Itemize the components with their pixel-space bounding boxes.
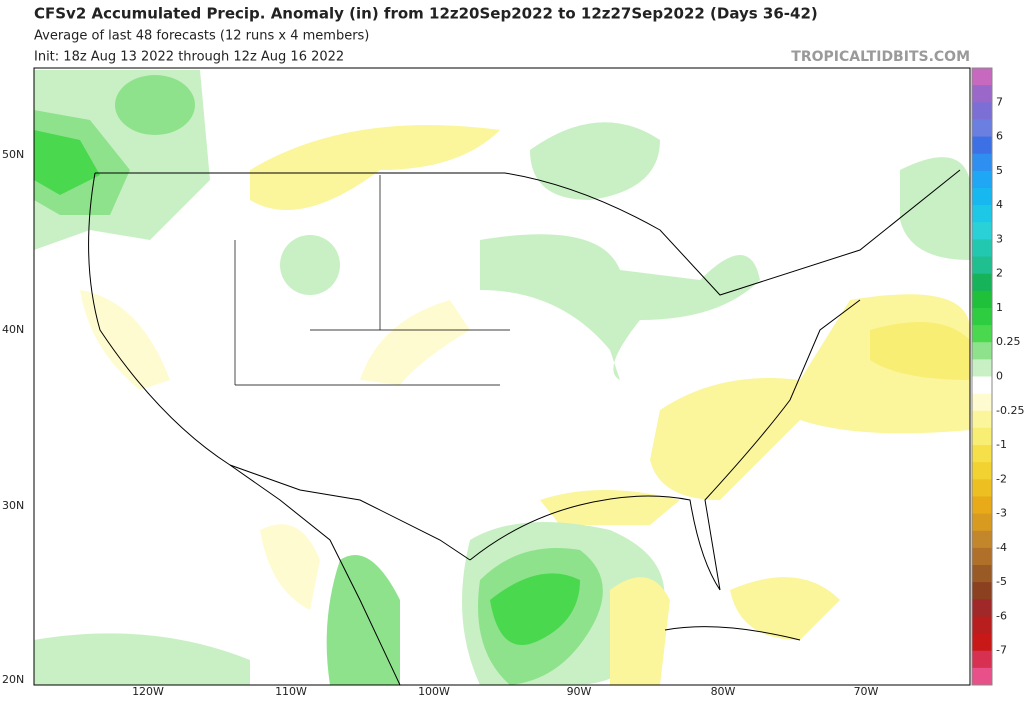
colorbar-label: 7: [996, 95, 1003, 108]
subtitle: Average of last 48 forecasts (12 runs x …: [34, 29, 369, 44]
wet-area: [34, 633, 250, 685]
colorbar-label: -4: [996, 541, 1007, 554]
init-text: Init: 18z Aug 13 2022 through 12z Aug 16…: [34, 50, 344, 65]
wet-area: [115, 75, 195, 135]
colorbar-cell: [972, 307, 992, 326]
colorbar-label: 0.25: [996, 335, 1021, 348]
colorbar-cell: [972, 153, 992, 172]
lon-label: 90W: [567, 685, 592, 698]
colorbar-cell: [972, 222, 992, 240]
colorbar-label: -7: [996, 644, 1007, 657]
colorbar-cell: [972, 513, 992, 532]
colorbar-cell: [972, 633, 992, 652]
wet-area: [34, 130, 100, 195]
colorbar-label: 5: [996, 164, 1003, 177]
mexico-coast: [229, 464, 401, 685]
colorbar-cell: [972, 667, 992, 686]
colorbar-cell: [972, 427, 992, 446]
wet-area: [900, 157, 970, 260]
colorbar-cell: [972, 376, 992, 395]
lat-label: 20N: [2, 673, 24, 686]
dry-area: [260, 524, 320, 610]
title: CFSv2 Accumulated Precip. Anomaly (in) f…: [34, 5, 818, 23]
colorbar-cell: [972, 616, 992, 635]
dry-area: [540, 490, 680, 525]
colorbar-cell: [972, 462, 992, 480]
colorbar-cell: [972, 256, 992, 275]
colorbar-cell: [972, 565, 992, 583]
dry-area: [610, 577, 670, 685]
colorbar-cell: [972, 342, 992, 360]
colorbar-label: -1: [996, 438, 1007, 451]
colorbar-cell: [972, 273, 992, 292]
colorbar-label: 2: [996, 267, 1003, 280]
colorbar-label: -6: [996, 609, 1007, 622]
colorbar-cell: [972, 393, 992, 412]
colorbar-cell: [972, 547, 992, 566]
borders: [88, 169, 961, 685]
lon-label: 100W: [418, 685, 450, 698]
lat-label: 30N: [2, 499, 24, 512]
colorbar-cell: [972, 650, 992, 669]
colorbar-cell: [972, 599, 992, 617]
colorbar-cell: [972, 119, 992, 138]
canada-border: [95, 169, 961, 296]
map-frame: [33, 67, 971, 686]
colorbar-label: -0.25: [996, 404, 1024, 417]
colorbar-label: -3: [996, 507, 1007, 520]
colorbar-cell: [972, 290, 992, 309]
colorbar-label: 0: [996, 370, 1003, 383]
wet-area: [280, 235, 340, 295]
colorbar-cell: [972, 359, 992, 377]
wet-area: [530, 122, 660, 200]
dry-area: [250, 125, 500, 210]
colorbar-cell: [972, 530, 992, 549]
colorbar-cell: [972, 582, 992, 600]
colorbar-label: 6: [996, 130, 1003, 143]
lon-label: 70W: [854, 685, 879, 698]
lon-label: 110W: [275, 685, 307, 698]
dry-area: [80, 290, 170, 390]
colorbar-cell: [972, 205, 992, 223]
map-area: [34, 68, 970, 685]
colorbar-cell: [972, 410, 992, 429]
cuba: [664, 626, 801, 641]
colorbar-label: -5: [996, 575, 1007, 588]
dry-area: [870, 322, 970, 380]
lon-label: 120W: [132, 685, 164, 698]
dry-area: [360, 300, 470, 385]
colorbar-cell: [972, 68, 992, 86]
colorbar-cell: [972, 85, 992, 103]
wet-area: [326, 555, 400, 685]
colorbar-cell: [972, 187, 992, 206]
colorbar-cell: [972, 445, 992, 463]
colorbar-cell: [972, 496, 992, 515]
west-coast: [88, 172, 471, 561]
lat-label: 40N: [2, 323, 24, 336]
colorbar-label: 3: [996, 232, 1003, 245]
colorbar-label: 4: [996, 198, 1003, 211]
colorbar-label: 1: [996, 301, 1003, 314]
colorbar-cell: [972, 136, 992, 155]
lat-label: 50N: [2, 148, 24, 161]
dry-area: [730, 577, 840, 640]
wet-area: [480, 234, 760, 380]
colorbar-cell: [972, 102, 992, 120]
colorbar-label: -2: [996, 472, 1007, 485]
colorbar-cell: [972, 325, 992, 343]
wet-area: [490, 573, 580, 645]
colorbar-cell: [972, 170, 992, 189]
gulf-east-coast: [469, 299, 861, 591]
colorbar-cell: [972, 479, 992, 497]
state-lines: [234, 175, 510, 386]
colorbar-cell: [972, 239, 992, 258]
watermark: TROPICALTIDBITS.COM: [791, 49, 970, 65]
lon-label: 80W: [711, 685, 736, 698]
colorbar-frame: [971, 67, 993, 686]
